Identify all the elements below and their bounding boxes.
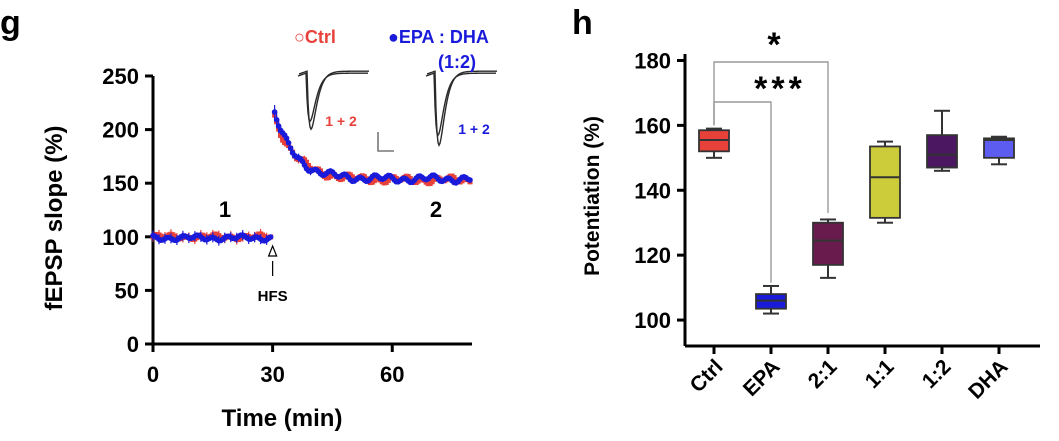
- significance-label: ***: [754, 70, 806, 108]
- scale-bar: [377, 132, 394, 152]
- trace-ctrl-2: [298, 70, 370, 131]
- data-point-epa-dha: [283, 135, 290, 142]
- box-dha: [983, 135, 1015, 166]
- x-tick-label-g: 60: [380, 362, 404, 387]
- y-tick-label-g: 0: [127, 332, 139, 357]
- legend-epa-dha-marker: ●: [388, 27, 399, 47]
- axes-g: 0 50 100 150 200 250 0 30 60: [102, 64, 472, 387]
- data-point-epa-dha: [285, 140, 292, 146]
- data-point-ctrl: [278, 133, 284, 139]
- data-point-ctrl: [306, 163, 312, 169]
- box-body: [812, 221, 844, 266]
- data-point-epa-dha: [467, 177, 473, 183]
- box-ctrl: [698, 127, 730, 159]
- box-body: [869, 145, 901, 219]
- data-point-ctrl: [280, 137, 286, 143]
- y-tick-label-g: 150: [102, 171, 139, 196]
- x-tick-label-g: 0: [147, 362, 159, 387]
- y-tick-label-h: 100: [634, 308, 671, 333]
- waveform-insets: [297, 70, 498, 152]
- significance-label: *: [767, 26, 781, 64]
- box-body: [926, 134, 958, 169]
- trace-label-ctrl: 1 + 2: [325, 113, 357, 129]
- y-tick-label-g: 100: [102, 225, 139, 250]
- panel-label-g: g: [0, 4, 21, 42]
- legend-epa-dha-ratio: (1:2): [438, 52, 476, 72]
- hfs-label: HFS: [258, 288, 288, 305]
- y-tick-label-h: 120: [634, 243, 671, 268]
- trace-label-epa: 1 + 2: [458, 121, 490, 137]
- x-tick-label-h: Ctrl: [686, 355, 728, 397]
- y-tick-label-h: 140: [634, 178, 671, 203]
- data-point-epa-dha: [267, 234, 274, 240]
- x-tick-label-h: DHA: [964, 355, 1012, 403]
- box-1-2: [926, 109, 958, 172]
- panel-g: g fEPSP slope (%) Time (min) 05010015020…: [0, 4, 498, 432]
- x-tick-label-h: 2:1: [804, 355, 842, 393]
- legend-epa-dha: ●EPA : DHA: [388, 27, 489, 47]
- x-tick-label-h: EPA: [739, 355, 785, 401]
- x-axis-label-g: Time (min): [222, 405, 343, 432]
- y-tick-label-g: 200: [102, 118, 139, 143]
- legend-g: ○Ctrl ●EPA : DHA (1:2): [294, 27, 489, 72]
- panel-h: h Potentiation (%) 100 120 140 160 180 Ctrl EP…: [572, 4, 1040, 404]
- trace-epa-2: [426, 70, 498, 147]
- box-body: [983, 137, 1015, 159]
- y-tick-label-g: 250: [102, 64, 139, 89]
- y-tick-label-h: 160: [634, 113, 671, 138]
- box-2-1: [812, 218, 844, 279]
- baseline-label: 1: [219, 197, 231, 222]
- data-point-ctrl: [304, 159, 310, 165]
- legend-ctrl: ○Ctrl: [294, 27, 336, 47]
- box-epa: [755, 284, 787, 315]
- y-axis-label-h: Potentiation (%): [581, 116, 604, 276]
- significance-bracket: [713, 61, 829, 213]
- y-axis-label-g: fEPSP slope (%): [41, 126, 68, 311]
- post-ltp-label: 2: [430, 197, 442, 222]
- x-tick-label-h: 1:2: [918, 355, 956, 393]
- box-plots: [698, 109, 1015, 315]
- panel-label-h: h: [572, 4, 593, 42]
- legend-ctrl-marker: ○: [294, 27, 305, 47]
- hfs-arrow-head: [267, 244, 278, 257]
- significance-bracket: [713, 101, 772, 283]
- x-tick-label-g: 30: [260, 362, 284, 387]
- annotations-g: 1 2 HFS 1 + 2 1 + 2: [219, 113, 490, 305]
- y-tick-label-g: 50: [115, 278, 139, 303]
- y-tick-label-h: 180: [634, 48, 671, 73]
- series-epa-dha: [150, 104, 473, 246]
- legend-epa-dha-label: EPA : DHA: [399, 27, 489, 47]
- data-points-g: [150, 104, 473, 276]
- box-1-1: [869, 140, 901, 224]
- legend-ctrl-label: Ctrl: [305, 27, 336, 47]
- x-tick-label-h: 1:1: [861, 355, 899, 393]
- significance-brackets: ****: [713, 26, 829, 283]
